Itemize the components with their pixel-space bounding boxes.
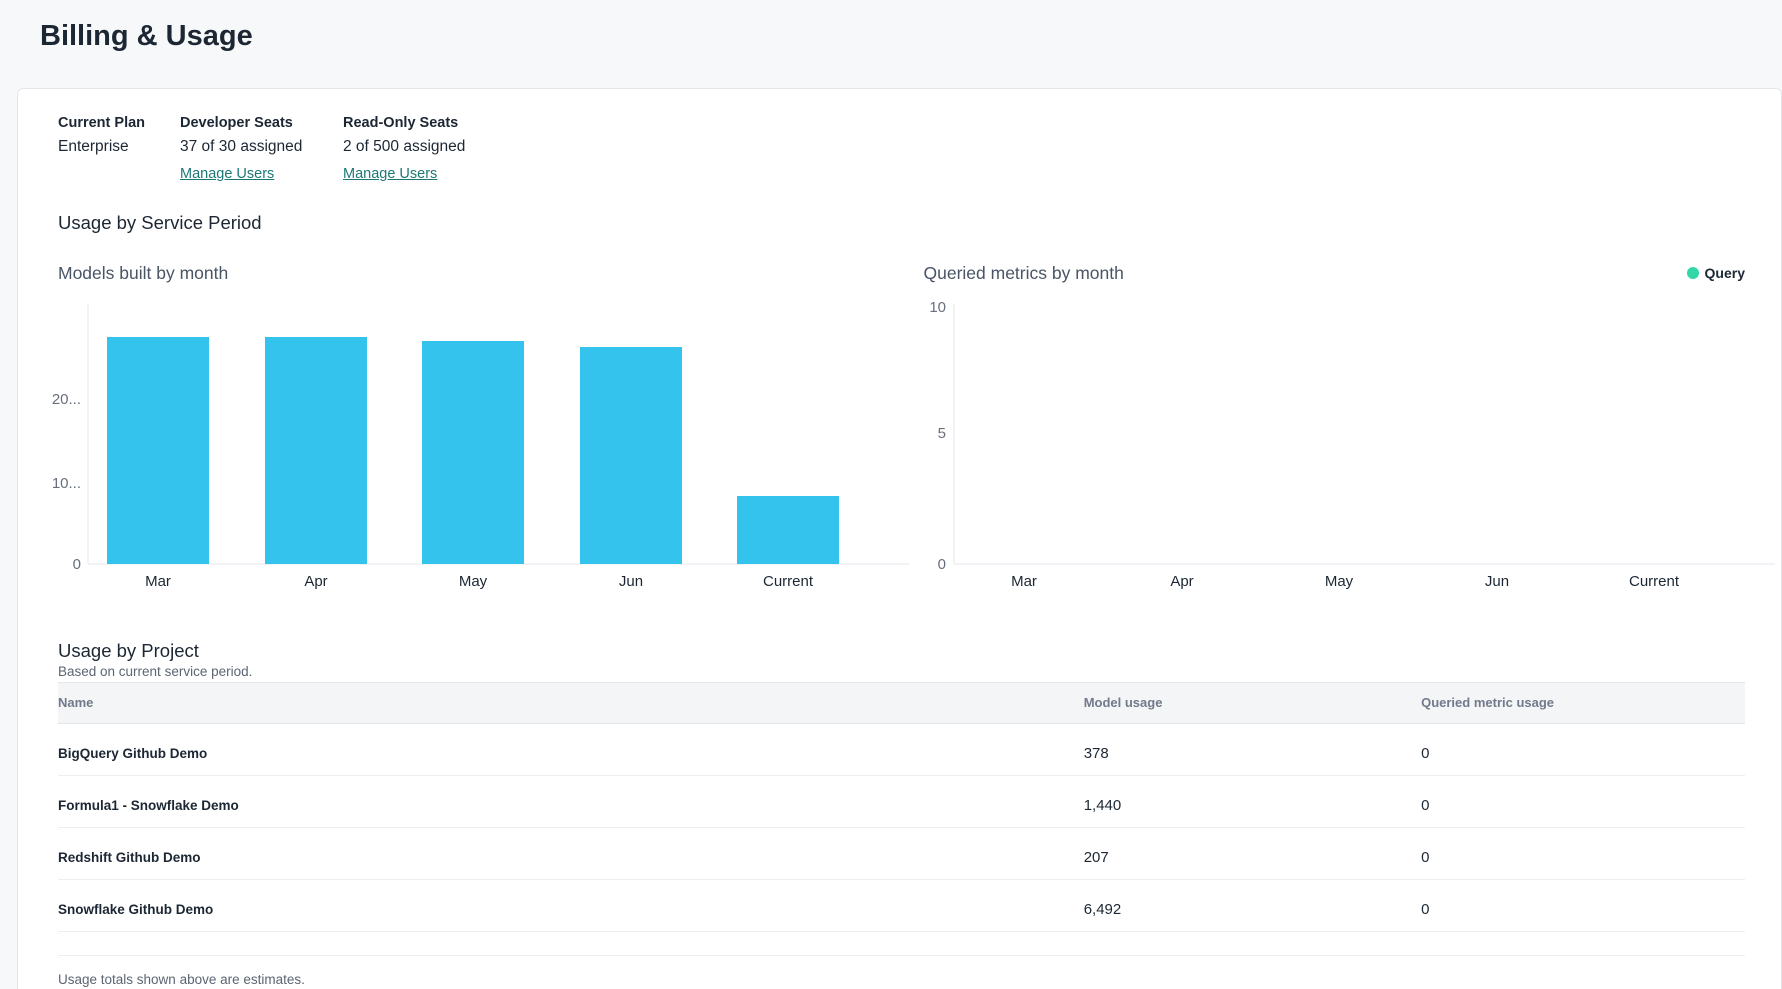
svg-text:0: 0 (937, 556, 945, 573)
svg-text:Apr: Apr (1170, 573, 1193, 590)
svg-text:0: 0 (73, 556, 81, 573)
svg-text:May: May (1324, 573, 1353, 590)
svg-text:Mar: Mar (145, 573, 171, 590)
svg-text:Apr: Apr (304, 573, 327, 590)
svg-text:10: 10 (929, 299, 946, 316)
svg-text:May: May (459, 573, 488, 590)
svg-text:Jun: Jun (1484, 573, 1508, 590)
svg-text:10...: 10... (52, 475, 81, 492)
svg-text:Mar: Mar (1011, 573, 1037, 590)
svg-text:Current: Current (1628, 573, 1679, 590)
svg-text:Current: Current (763, 573, 814, 590)
svg-text:5: 5 (937, 425, 945, 442)
svg-text:20...: 20... (52, 391, 81, 408)
svg-text:Jun: Jun (619, 573, 643, 590)
